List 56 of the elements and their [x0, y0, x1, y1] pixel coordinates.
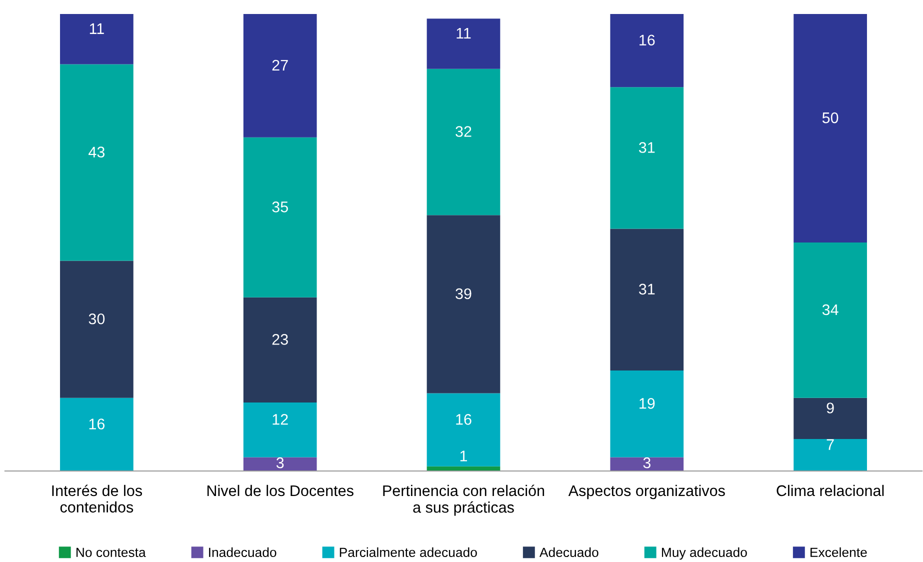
- legend-label: Parcialmente adecuado: [340, 547, 477, 558]
- bar: [794, 398, 867, 440]
- bar: [243, 402, 317, 458]
- data-label: 43: [88, 146, 105, 158]
- data-label: 19: [640, 398, 655, 409]
- bar: [243, 14, 317, 138]
- legend-label: Excelente: [810, 547, 867, 558]
- legend-label: No contesta: [76, 548, 146, 558]
- data-label: 16: [640, 34, 655, 46]
- bar: [243, 297, 317, 402]
- data-label: 9: [826, 402, 834, 414]
- data-label: 34: [822, 304, 838, 316]
- x-tick-label: Clima relacional: [776, 484, 884, 496]
- data-label: 7: [826, 439, 834, 450]
- bar: [426, 215, 500, 394]
- bar: [60, 64, 134, 261]
- data-label: 31: [638, 284, 655, 295]
- bar: [60, 398, 134, 471]
- x-tick-label: Nivel de los Docentes: [207, 484, 354, 496]
- bar: [610, 457, 684, 471]
- x-tick-label: Pertinencia con relación a sus prácticas: [383, 484, 544, 516]
- bar: [794, 242, 867, 398]
- bar: [243, 137, 317, 298]
- bar: [610, 228, 684, 370]
- data-label: 3: [276, 457, 284, 468]
- data-label: 27: [272, 60, 288, 71]
- data-label: 16: [89, 418, 105, 430]
- data-label: 31: [638, 142, 655, 153]
- legend-label: Adecuado: [539, 547, 598, 558]
- bar: [426, 68, 500, 216]
- legend-label: Muy adecuado: [662, 547, 747, 560]
- data-label: 23: [272, 334, 288, 345]
- data-label: 12: [272, 414, 288, 425]
- x-tick-label: Aspectos organizativos: [568, 484, 725, 500]
- data-label: 50: [822, 112, 838, 124]
- bar: [794, 14, 867, 242]
- bar: [610, 370, 684, 458]
- data-label: 16: [456, 414, 472, 425]
- data-label: 35: [272, 202, 288, 212]
- bar: [60, 260, 134, 398]
- data-label: 11: [456, 28, 471, 39]
- legend-label: Inadecuado: [209, 547, 276, 558]
- x-tick-label: Interés de los contenidos: [52, 484, 142, 513]
- data-label: 30: [88, 313, 105, 324]
- bar: [610, 14, 684, 88]
- data-label: 1: [460, 450, 468, 462]
- bar: [426, 393, 500, 466]
- bar: [794, 439, 867, 471]
- bar: [426, 18, 500, 69]
- bar: [243, 457, 317, 471]
- bar: [60, 14, 134, 64]
- data-label: 39: [456, 288, 472, 300]
- data-label: 3: [643, 457, 650, 468]
- bar: [610, 87, 684, 229]
- data-label: 11: [90, 23, 104, 34]
- data-label: 32: [456, 126, 472, 137]
